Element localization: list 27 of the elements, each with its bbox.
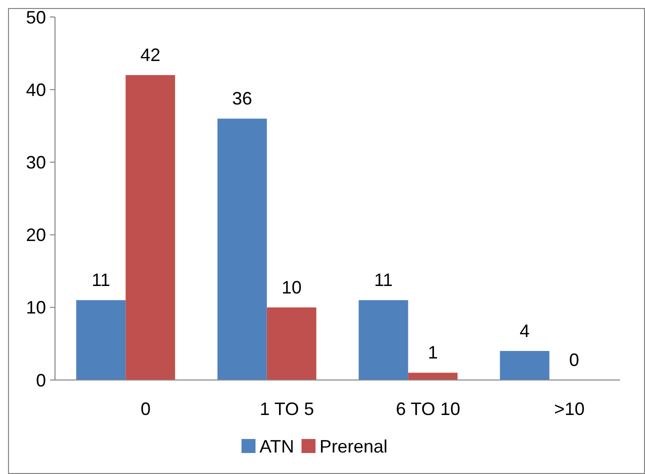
bar [266,307,316,380]
bar [217,118,267,380]
bar [126,75,176,380]
legend-label: Prerenal [320,436,388,456]
data-label: 11 [374,270,393,290]
data-label: 10 [282,277,302,298]
bar [500,350,550,380]
y-tick-label: 50 [26,7,46,28]
x-tick-label: 1 TO 5 [260,399,314,419]
x-tick-label: 0 [140,399,151,419]
y-tick-label: 10 [26,298,46,318]
data-label: 1 [428,342,438,363]
y-tick-label: 0 [36,370,46,390]
y-tick-label: 40 [26,80,46,100]
bar [408,372,458,380]
x-tick-label: >10 [554,399,585,419]
data-label: 0 [569,350,580,370]
y-tick-label: 30 [26,152,46,172]
bar [76,300,126,380]
data-label: 4 [520,320,530,341]
y-tick-label: 20 [26,225,46,246]
data-label: 11 [92,270,110,290]
x-tick-label: 6 TO 10 [396,399,460,419]
bar [358,300,408,380]
legend-label: ATN [260,436,294,456]
data-label: 36 [232,88,252,109]
data-label: 42 [140,45,160,66]
